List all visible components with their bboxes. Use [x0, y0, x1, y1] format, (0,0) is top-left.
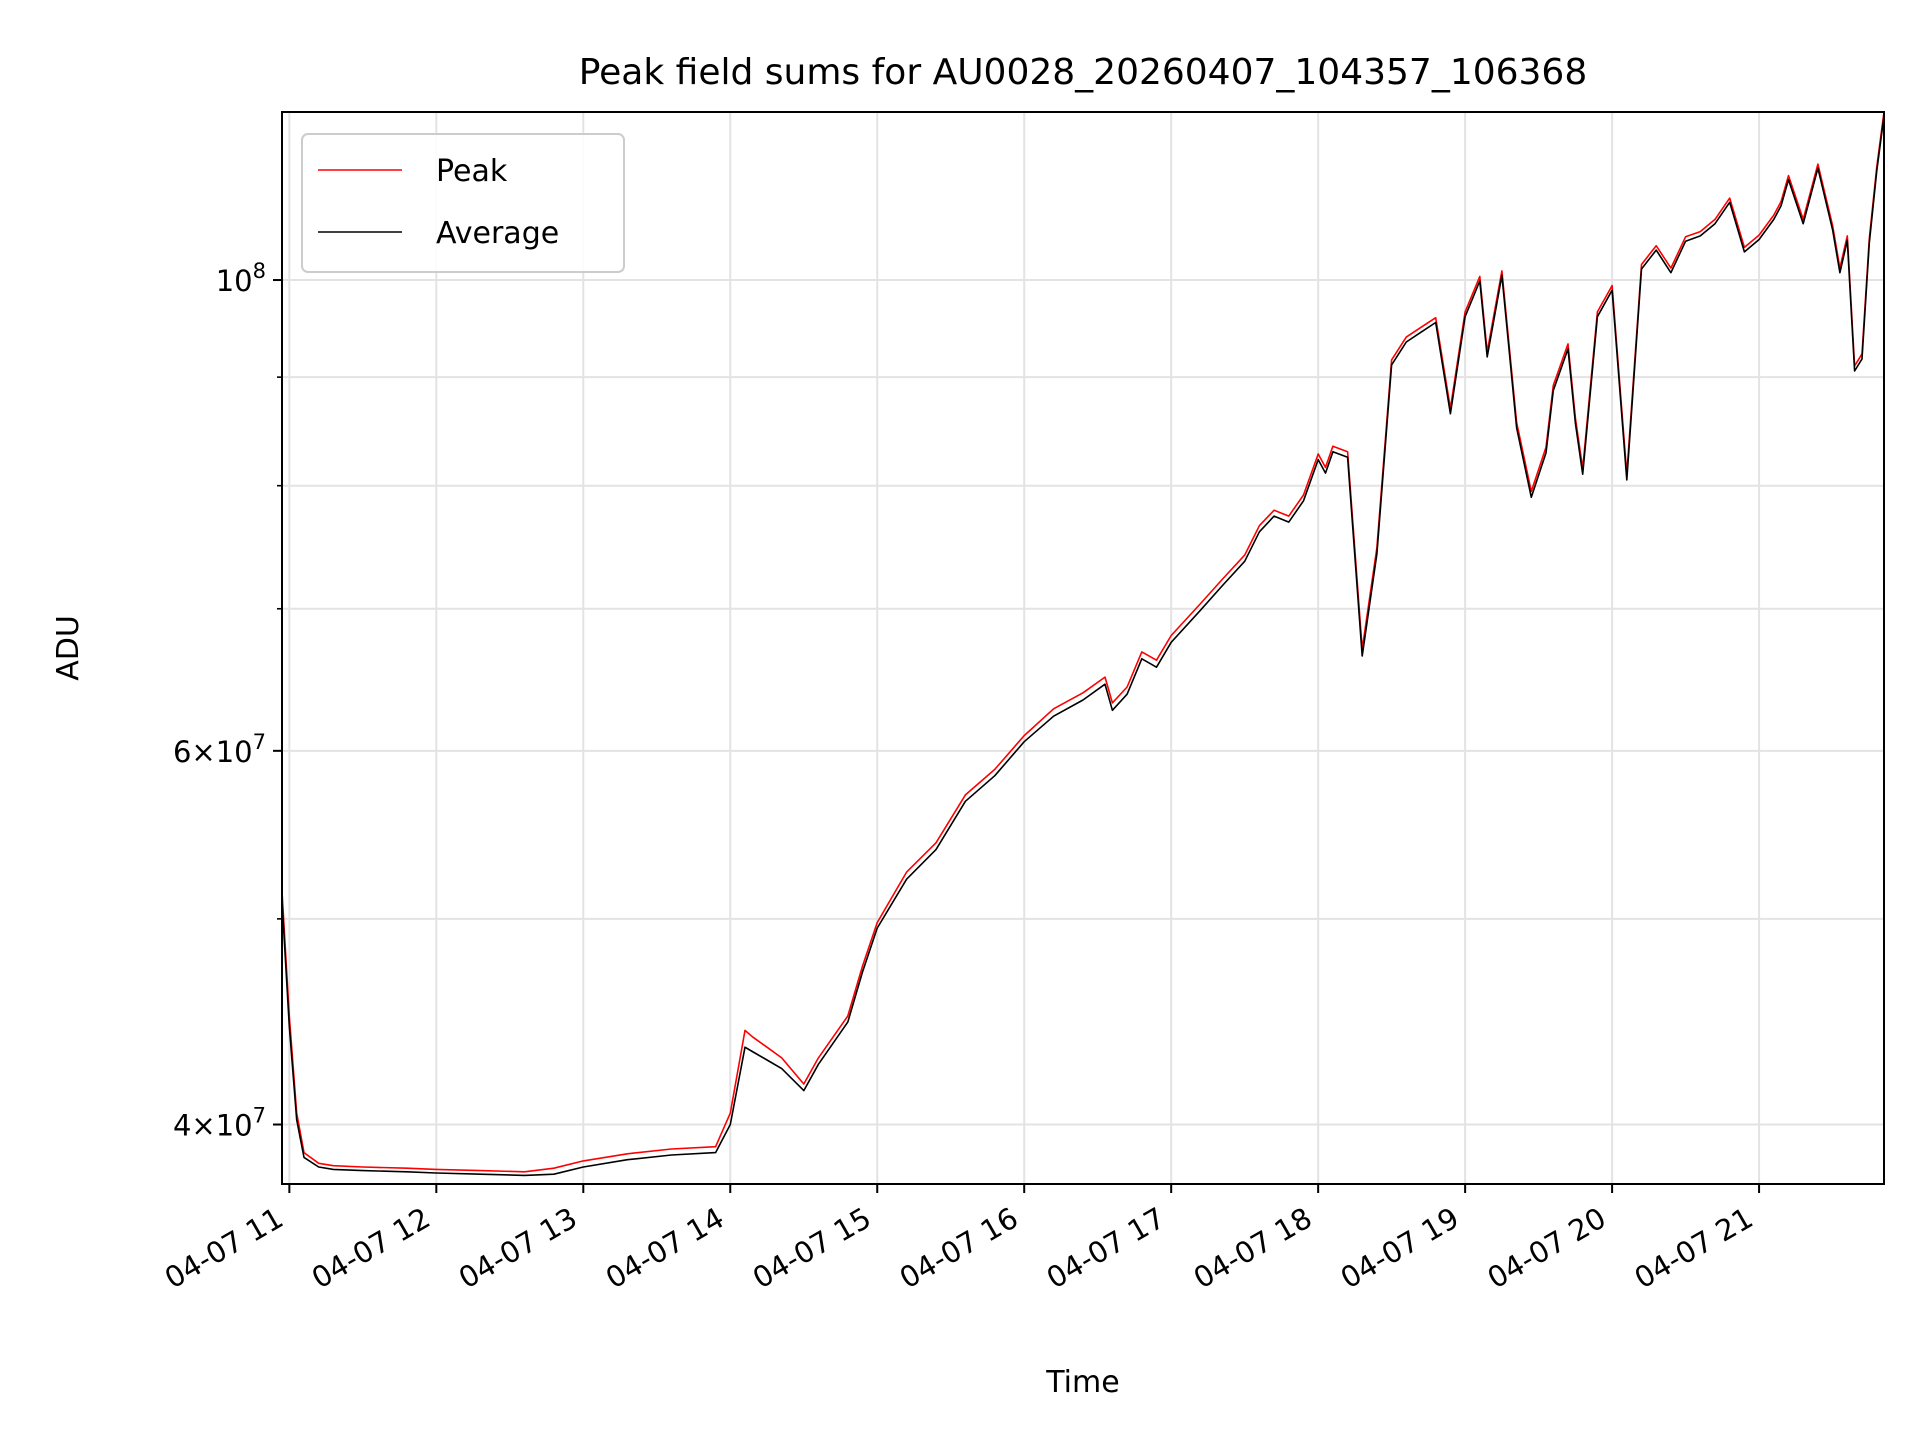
x-axis: 04-07 11 04-07 12 04-07 13 04-07 14 04-07 15… [159, 1184, 1761, 1296]
x-tick-label: 04-07 18 [1188, 1201, 1318, 1296]
legend-label-average: Average [436, 216, 559, 251]
y-axis-label: ADU [51, 615, 86, 681]
grid [282, 112, 1884, 1184]
x-axis-label: Time [1045, 1365, 1119, 1400]
legend-box [301, 133, 625, 273]
x-tick-label: 04-07 11 [159, 1201, 289, 1296]
series-layer [281, 111, 1885, 1177]
y-tick-label: 6×107 [173, 730, 266, 769]
legend: Peak Average [301, 133, 625, 273]
x-tick-label: 04-07 12 [306, 1201, 436, 1296]
x-tick-label: 04-07 15 [747, 1201, 877, 1296]
y-tick-label: 4×107 [173, 1104, 266, 1143]
plot-frame [281, 111, 1885, 1185]
x-tick-label: 04-07 13 [453, 1201, 583, 1296]
x-tick-label: 04-07 14 [600, 1201, 730, 1296]
x-tick-label: 04-07 16 [894, 1201, 1024, 1296]
series-line-average [281, 115, 1885, 1177]
legend-label-peak: Peak [436, 154, 508, 189]
y-tick-label: 108 [216, 259, 266, 298]
x-tick-label: 04-07 19 [1335, 1201, 1465, 1296]
y-axis: 4×107 6×107 108 [173, 259, 282, 1143]
series-line-peak [281, 111, 1885, 1173]
x-tick-label: 04-07 17 [1041, 1201, 1171, 1296]
x-tick-label: 04-07 21 [1629, 1201, 1759, 1296]
chart-title: Peak field sums for AU0028_20260407_1043… [579, 52, 1588, 93]
x-tick-label: 04-07 20 [1482, 1201, 1612, 1296]
